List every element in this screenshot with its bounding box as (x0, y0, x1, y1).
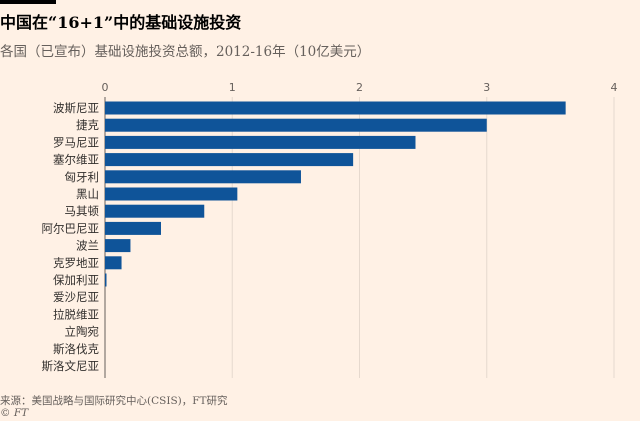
category-label: 保加利亚 (53, 273, 99, 287)
source-note: 来源：美国战略与国际研究中心(CSIS)，FT研究 (0, 395, 228, 407)
category-label: 黑山 (76, 187, 99, 201)
bar (105, 273, 107, 287)
category-label: 爱沙尼亚 (53, 290, 99, 304)
category-label: 阿尔巴尼亚 (42, 221, 100, 235)
x-tick-label: 4 (611, 81, 618, 94)
credit-note: © FT (0, 407, 29, 419)
category-label: 克罗地亚 (53, 256, 99, 270)
category-label: 立陶宛 (65, 325, 100, 339)
category-label: 波兰 (76, 239, 99, 253)
top-rule (0, 0, 56, 4)
category-label: 斯洛文尼亚 (42, 359, 100, 373)
category-label: 罗马尼亚 (53, 135, 99, 149)
category-label: 波斯尼亚 (53, 101, 99, 115)
chart-subtitle: 各国（已宣布）基础设施投资总额，2012-16年（10亿美元） (0, 44, 371, 60)
bar (105, 170, 301, 184)
bar (105, 204, 205, 218)
x-tick-label: 2 (356, 81, 363, 94)
category-label: 捷克 (76, 118, 99, 132)
category-label: 拉脱维亚 (53, 307, 99, 321)
x-tick-label: 1 (229, 81, 236, 94)
bar (105, 135, 416, 149)
bar (105, 153, 354, 167)
bar (105, 101, 566, 115)
bar (105, 239, 131, 253)
category-label: 马其顿 (65, 204, 100, 218)
x-tick-label: 0 (102, 81, 109, 94)
bar (105, 221, 161, 235)
bar (105, 187, 238, 201)
category-label: 斯洛伐克 (53, 342, 99, 356)
category-label: 塞尔维亚 (53, 153, 99, 167)
bar (105, 118, 487, 132)
chart-title: 中国在“16+1”中的基础设施投资 (0, 13, 242, 32)
category-label: 匈牙利 (65, 170, 100, 184)
bar (105, 256, 122, 270)
x-tick-label: 3 (483, 81, 490, 94)
